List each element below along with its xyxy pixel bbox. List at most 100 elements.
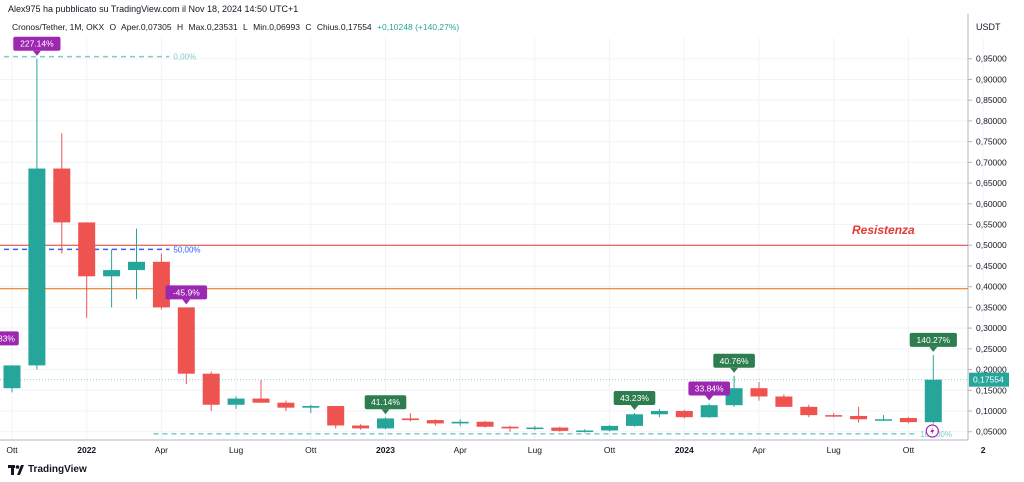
y-tick-label: 0,35000 [976,302,1007,312]
y-tick-label: 0,40000 [976,282,1007,292]
candle-body[interactable] [177,307,195,374]
x-tick-label: 2 [981,445,986,455]
x-tick-label: Ott [903,445,915,455]
percent-tag-label: 140.27% [917,335,951,345]
percent-tag-pointer [730,367,739,373]
candle-body[interactable] [352,425,370,429]
fib-level-label: 50,00% [173,245,200,254]
candle-body[interactable] [202,373,220,405]
candle-body[interactable] [152,261,170,308]
candle-body[interactable] [227,398,245,405]
symbol-name[interactable]: Cronos/Tether, 1M, OKX [12,22,105,32]
candle-body[interactable] [601,425,619,431]
y-tick-label: 0,15000 [976,385,1007,395]
x-tick-label: Lug [229,445,243,455]
x-tick-label: Ott [305,445,317,455]
y-tick-label: 0,25000 [976,344,1007,354]
percent-tag-label: 227.14% [20,39,54,49]
x-tick-label: Ott [604,445,616,455]
candle-body[interactable] [825,415,843,417]
candle-body[interactable] [576,430,594,432]
tradingview-logo-icon [8,464,24,475]
x-tick-label: 2022 [77,445,96,455]
percent-tag [688,381,730,396]
y-tick-label: 0,50000 [976,240,1007,250]
candle-body[interactable] [128,261,145,271]
percent-tag [364,395,407,410]
candle-body[interactable] [252,398,270,403]
percent-tag [13,36,61,51]
event-bolt-glyph [930,427,935,435]
y-tick-label: 0,85000 [976,95,1007,105]
candle-body[interactable] [476,421,494,427]
y-tick-label: 0,45000 [976,261,1007,271]
percent-tag [713,353,755,368]
publisher-header: Alex975 ha pubblicato su TradingView.com… [8,4,299,14]
candle-body[interactable] [401,418,419,421]
candle-body[interactable] [28,168,46,366]
y-tick-label: 0,10000 [976,406,1007,416]
x-tick-label: Lug [827,445,841,455]
candle-body[interactable] [3,365,21,389]
last-price-badge [969,372,1009,387]
y-tick-label: 0,60000 [976,199,1007,209]
resistance-label: Resistenza [852,223,915,237]
tradingview-footer[interactable]: TradingView [8,464,87,475]
candle-body[interactable] [626,414,643,426]
candle-body[interactable] [551,427,569,431]
percent-tag-pointer [32,50,41,56]
candle-body[interactable] [426,420,444,424]
candle-body[interactable] [302,406,320,408]
percent-tag-pointer [182,299,191,305]
candle-body[interactable] [650,410,668,415]
high-label: H [176,22,184,32]
percent-tag-pointer [381,409,390,415]
candle-body[interactable] [775,396,793,407]
candle-body[interactable] [800,406,818,416]
y-tick-label: 0,05000 [976,427,1007,437]
candle-body[interactable] [526,427,544,430]
low-value: Min.0,06993 [253,22,300,32]
x-tick-label: 2023 [376,445,395,455]
fib-level-label: 0,00% [173,53,196,62]
candle-body[interactable] [377,418,394,429]
candle-body[interactable] [327,406,345,426]
percent-tag-label: 33.84% [695,384,724,394]
candle-body[interactable] [750,388,768,397]
close-value: Chius.0,17554 [316,22,372,32]
percent-tag-label: 41.14% [371,397,400,407]
percent-tag-label: 43.23% [620,393,649,403]
candle-body[interactable] [899,418,917,423]
y-tick-label: 0,55000 [976,219,1007,229]
x-tick-label: Lug [528,445,542,455]
candle-body[interactable] [103,270,121,277]
x-tick-label: Apr [752,445,765,455]
y-tick-label: 0,90000 [976,74,1007,84]
y-tick-label: 0,95000 [976,54,1007,64]
y-axis-title: USDT [976,22,1001,32]
candle-body[interactable] [875,419,892,421]
percent-tag-pointer [630,405,639,411]
last-price-label: 0,17554 [973,375,1004,385]
y-tick-label: 0,80000 [976,116,1007,126]
percent-tag-label: 40.76% [720,356,749,366]
candle-body[interactable] [277,402,295,408]
candle-body[interactable] [850,415,868,420]
close-label: C [305,22,312,32]
y-tick-label: 0,65000 [976,178,1007,188]
percent-tag-pointer [705,395,714,401]
candle-body[interactable] [451,421,469,424]
percent-tag [165,285,208,300]
candle-body[interactable] [924,379,942,423]
candle-body[interactable] [700,405,718,418]
percent-tag-label: 83% [0,333,15,343]
change-value: +0,10248 (+140,27%) [377,22,460,32]
candle-body[interactable] [53,168,71,223]
candle-body[interactable] [675,410,693,418]
percent-tag-pointer [929,346,938,352]
candle-body[interactable] [78,222,96,277]
x-tick-label: Apr [454,445,467,455]
percent-tag [613,391,656,406]
candle-body[interactable] [501,426,519,429]
